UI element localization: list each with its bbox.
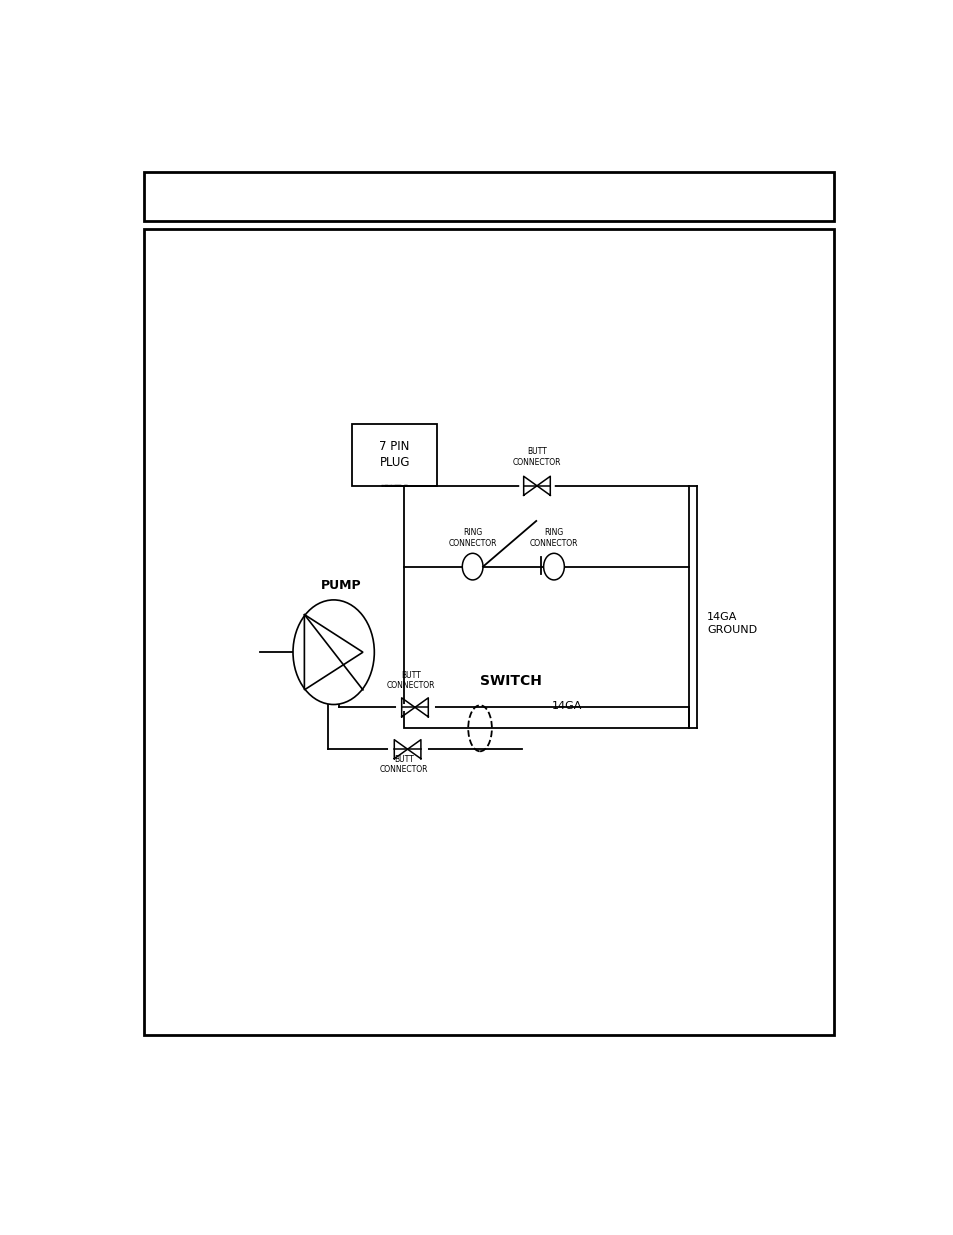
Text: RING
CONNECTOR: RING CONNECTOR xyxy=(529,529,578,547)
Bar xyxy=(403,485,688,729)
Circle shape xyxy=(543,553,564,580)
Text: 7 PIN
PLUG: 7 PIN PLUG xyxy=(379,441,410,469)
Bar xyxy=(144,228,833,1035)
Text: PUMP: PUMP xyxy=(320,579,361,593)
Bar xyxy=(144,172,833,221)
Text: BUTT
CONNECTOR: BUTT CONNECTOR xyxy=(387,671,436,690)
Text: RING
CONNECTOR: RING CONNECTOR xyxy=(448,529,497,547)
Circle shape xyxy=(462,553,482,580)
Bar xyxy=(352,424,436,485)
Text: 14GA
GROUND: 14GA GROUND xyxy=(706,613,757,635)
Text: BUTT
CONNECTOR: BUTT CONNECTOR xyxy=(379,755,428,774)
Text: 14GA: 14GA xyxy=(551,701,581,711)
Text: SWITCH: SWITCH xyxy=(479,674,541,688)
Circle shape xyxy=(293,600,374,704)
Text: BUTT
CONNECTOR: BUTT CONNECTOR xyxy=(512,447,560,467)
